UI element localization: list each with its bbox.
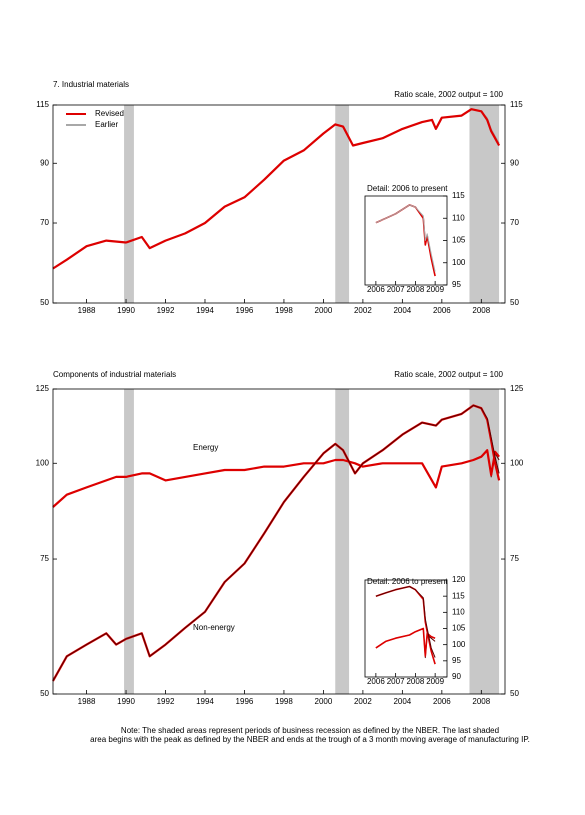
x-tick-label: 2006 <box>433 697 451 706</box>
y-tick-label: 110 <box>452 607 465 616</box>
chart-title: 7. Industrial materials <box>53 80 129 89</box>
x-tick-label: 2009 <box>426 677 444 686</box>
chart-subtitle: Ratio scale, 2002 output = 100 <box>394 90 503 99</box>
y-tick-label: 105 <box>452 236 466 245</box>
x-tick-label: 2000 <box>315 306 333 315</box>
inset-title: Detail: 2006 to present <box>367 184 448 193</box>
x-tick-label: 1990 <box>117 306 135 315</box>
series-line <box>52 449 500 508</box>
chart-title: Components of industrial materials <box>53 370 176 379</box>
x-tick-label: 1992 <box>157 306 175 315</box>
y-tick-label: 110 <box>452 213 465 222</box>
x-tick-label: 1996 <box>236 697 254 706</box>
x-tick-label: 2009 <box>426 285 444 294</box>
plot-frame <box>52 388 506 695</box>
y-tick-label: 75 <box>40 554 49 563</box>
legend-label: Revised <box>95 109 124 118</box>
note-line: area begins with the peak as defined by … <box>90 735 530 744</box>
legend-label: Earlier <box>95 120 118 129</box>
y-tick-label: 115 <box>36 100 49 109</box>
y-tick-label: 90 <box>40 158 49 167</box>
x-tick-label: 2008 <box>472 306 490 315</box>
y-tick-label: 70 <box>510 218 519 227</box>
x-tick-label: 2007 <box>387 677 405 686</box>
x-tick-label: 1990 <box>117 697 135 706</box>
y-tick-label: 115 <box>452 591 465 600</box>
x-tick-label: 2006 <box>367 285 385 294</box>
series-line <box>52 404 500 682</box>
recession-shade <box>335 105 350 303</box>
x-tick-label: 2008 <box>406 677 424 686</box>
x-tick-label: 1992 <box>157 697 175 706</box>
recession-shade <box>124 389 134 694</box>
x-tick-label: 2002 <box>354 306 372 315</box>
y-tick-label: 100 <box>36 458 50 467</box>
x-tick-label: 1998 <box>275 697 293 706</box>
y-tick-label: 115 <box>510 100 523 109</box>
y-tick-label: 90 <box>452 672 461 681</box>
recession-shade <box>469 389 500 694</box>
y-tick-label: 75 <box>510 554 519 563</box>
y-tick-label: 50 <box>40 689 49 698</box>
series-label: Non-energy <box>193 623 235 632</box>
x-tick-label: 2004 <box>393 306 411 315</box>
inset-title: Detail: 2006 to present <box>367 577 448 586</box>
x-tick-label: 2006 <box>367 677 385 686</box>
x-tick-label: 1994 <box>196 697 214 706</box>
y-tick-label: 50 <box>510 298 519 307</box>
y-tick-label: 50 <box>510 689 519 698</box>
plot-frame <box>52 104 506 304</box>
y-tick-label: 115 <box>452 191 465 200</box>
x-tick-label: 2002 <box>354 697 372 706</box>
note-line: Note: The shaded areas represent periods… <box>121 726 499 735</box>
y-tick-label: 120 <box>452 575 466 584</box>
y-tick-label: 50 <box>40 298 49 307</box>
x-tick-label: 2004 <box>393 697 411 706</box>
series-line <box>52 449 500 508</box>
y-tick-label: 100 <box>452 640 466 649</box>
y-tick-label: 90 <box>510 158 519 167</box>
y-tick-label: 105 <box>452 624 466 633</box>
x-tick-label: 2006 <box>433 306 451 315</box>
series-line <box>375 204 436 272</box>
plot-frame <box>364 195 448 286</box>
x-tick-label: 1988 <box>78 306 96 315</box>
series-line <box>375 627 436 657</box>
x-tick-label: 2007 <box>387 285 405 294</box>
y-tick-label: 125 <box>510 384 524 393</box>
series-line <box>375 586 436 658</box>
x-tick-label: 2008 <box>406 285 424 294</box>
x-tick-label: 1994 <box>196 306 214 315</box>
series-label: Energy <box>193 443 218 452</box>
y-tick-label: 100 <box>510 458 524 467</box>
x-tick-label: 1988 <box>78 697 96 706</box>
x-tick-label: 2008 <box>472 697 490 706</box>
y-tick-label: 70 <box>40 218 49 227</box>
chart-subtitle: Ratio scale, 2002 output = 100 <box>394 370 503 379</box>
y-tick-label: 125 <box>36 384 50 393</box>
recession-shade <box>124 105 134 303</box>
x-tick-label: 2000 <box>315 697 333 706</box>
y-tick-label: 95 <box>452 280 461 289</box>
recession-shade <box>335 389 350 694</box>
x-tick-label: 1996 <box>236 306 254 315</box>
y-tick-label: 95 <box>452 656 461 665</box>
plot-frame <box>364 579 448 678</box>
x-tick-label: 1998 <box>275 306 293 315</box>
y-tick-label: 100 <box>452 258 466 267</box>
series-line <box>52 108 501 270</box>
